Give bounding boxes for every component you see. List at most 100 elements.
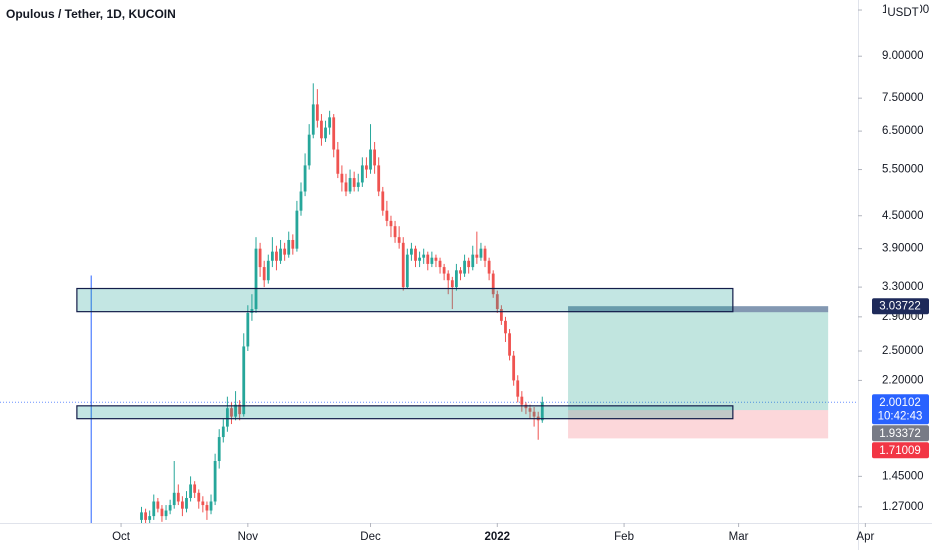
x-tick-label: Oct — [112, 531, 131, 543]
candle-body — [270, 251, 274, 261]
candle-body — [156, 501, 160, 509]
candle-body — [299, 191, 303, 211]
x-tick-label: Mar — [729, 531, 749, 543]
candle-body — [430, 257, 434, 264]
candle-body — [320, 120, 323, 139]
candle-body — [197, 492, 201, 502]
candle-body — [328, 117, 332, 128]
candle-body — [283, 248, 287, 255]
candle-body — [193, 484, 197, 493]
price-label-box — [872, 394, 929, 425]
candle-body — [315, 104, 319, 121]
candle-body — [499, 309, 503, 321]
candle-body — [504, 320, 507, 334]
candle-body — [324, 127, 327, 139]
candle-body — [356, 182, 360, 187]
zone-box — [76, 287, 734, 313]
x-tick-label: Nov — [238, 531, 259, 543]
price-label: 2.00102 — [879, 397, 921, 409]
candle-body — [176, 492, 180, 502]
candle-body — [303, 165, 307, 192]
candle-body — [446, 273, 450, 281]
y-tick-label: 5.50000 — [882, 164, 924, 176]
candle-body — [393, 226, 397, 238]
candle-body — [352, 178, 356, 187]
candle-body — [528, 408, 532, 412]
candle-body — [164, 510, 168, 517]
candle-body — [258, 248, 262, 268]
candle-body — [246, 312, 250, 347]
candle-body — [201, 501, 205, 506]
candle-body — [532, 411, 536, 417]
candle-body — [369, 149, 372, 170]
unit-label: USDT — [887, 7, 918, 19]
candle-body — [381, 191, 385, 211]
candle-body — [332, 117, 336, 150]
axes: 1.270001.450002.200002.500002.900003.300… — [112, 4, 929, 543]
candle-body — [287, 239, 291, 255]
candle-body — [348, 178, 352, 192]
y-tick-label: 1.27000 — [882, 501, 924, 513]
candle-body — [230, 408, 233, 417]
candle-body — [418, 257, 421, 261]
profit-area — [568, 306, 829, 411]
y-tick-label: 7.50000 — [882, 92, 924, 104]
candle-body — [463, 260, 466, 274]
candle-body — [140, 512, 143, 520]
plot-area — [0, 83, 858, 523]
price-label: 1.71009 — [879, 445, 921, 457]
y-tick-label: 9.00000 — [882, 50, 924, 62]
candle-body — [491, 273, 495, 295]
x-tick-label: Feb — [614, 531, 634, 543]
y-tick-label: 6.50000 — [882, 125, 924, 137]
candle-body — [360, 165, 364, 183]
y-tick-label: 3.90000 — [882, 243, 924, 255]
candle-body — [242, 346, 246, 415]
candle-body — [385, 210, 389, 221]
candle-body — [377, 165, 381, 192]
candle-body — [344, 182, 348, 192]
candle-body — [483, 248, 487, 261]
price-label: 3.03722 — [879, 301, 921, 313]
candle-body — [279, 248, 282, 261]
candle-body — [516, 380, 520, 397]
candle-body — [450, 280, 454, 288]
candle-body — [422, 254, 426, 258]
y-tick-label: 4.50000 — [882, 210, 924, 222]
candle-body — [405, 254, 409, 288]
target-strip — [568, 306, 829, 313]
candle-body — [152, 501, 156, 517]
candle-body — [495, 294, 499, 310]
candle-body — [144, 512, 147, 520]
candle-body — [438, 260, 442, 268]
candle-body — [254, 248, 258, 310]
candle-body — [209, 501, 213, 511]
candle-body — [168, 505, 172, 511]
candle-body — [262, 267, 266, 281]
candle-body — [266, 260, 270, 281]
candle-body — [397, 237, 401, 243]
candle-body — [434, 257, 438, 261]
candle-body — [475, 254, 479, 258]
candle-body — [487, 260, 491, 274]
candle-body — [365, 165, 368, 170]
candle-body — [213, 461, 217, 502]
y-tick-label: 2.20000 — [882, 374, 924, 386]
candle-body — [414, 248, 417, 261]
candle-body — [336, 149, 340, 174]
candle-body — [291, 239, 295, 249]
candle-body — [311, 104, 315, 135]
candle-body — [508, 333, 511, 356]
candle-body — [426, 254, 430, 264]
loss-area — [568, 410, 829, 439]
y-tick-label: 2.50000 — [882, 345, 924, 357]
candle-body — [189, 484, 192, 498]
candle-body — [172, 492, 176, 506]
candle-body — [160, 508, 164, 517]
candle-body — [250, 309, 254, 313]
candle-body — [442, 267, 446, 274]
candle-body — [389, 220, 393, 227]
candle-body — [471, 254, 475, 268]
